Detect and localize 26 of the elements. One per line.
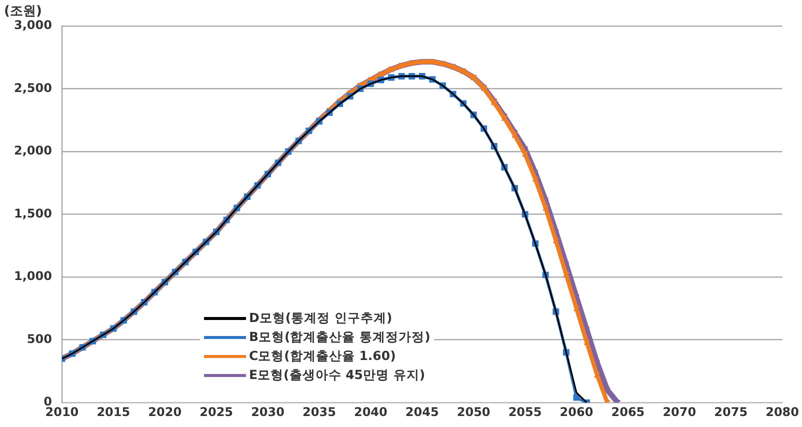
y-tick-label: 500	[26, 332, 52, 346]
x-tick-label: 2070	[662, 404, 696, 419]
y-tick-label: 2,000	[14, 144, 52, 158]
legend-label: D모형(통계정 인구추계)	[249, 310, 392, 327]
x-tick-label: 2065	[611, 404, 645, 419]
x-tick-label: 2040	[354, 404, 388, 419]
x-tick-label: 2045	[405, 404, 439, 419]
x-tick-label: 2020	[148, 404, 182, 419]
x-tick-label: 2075	[714, 404, 748, 419]
x-tick-label: 2025	[200, 404, 234, 419]
legend-label: B모형(합계출산율 통계정가정)	[249, 329, 430, 346]
y-axis-title: (조원)	[4, 3, 42, 20]
legend-label: C모형(합계출산율 1.60)	[249, 348, 396, 365]
y-tick-label: 1,000	[14, 269, 52, 284]
x-tick-label: 2050	[456, 404, 490, 419]
y-tick-label: 3,000	[14, 18, 52, 32]
x-tick-label: 2010	[45, 404, 79, 419]
x-tick-label: 2060	[560, 404, 594, 419]
y-tick-label: 2,500	[14, 80, 52, 95]
x-tick-label: 2015	[96, 404, 130, 419]
x-tick-label: 2035	[302, 404, 336, 419]
y-tick-label: 1,500	[14, 206, 52, 220]
legend-label: E모형(출생아수 45만명 유지)	[249, 367, 426, 384]
x-tick-label: 2080	[766, 404, 800, 419]
x-tick-label: 2030	[251, 404, 284, 419]
x-tick-label: 2055	[508, 404, 542, 419]
